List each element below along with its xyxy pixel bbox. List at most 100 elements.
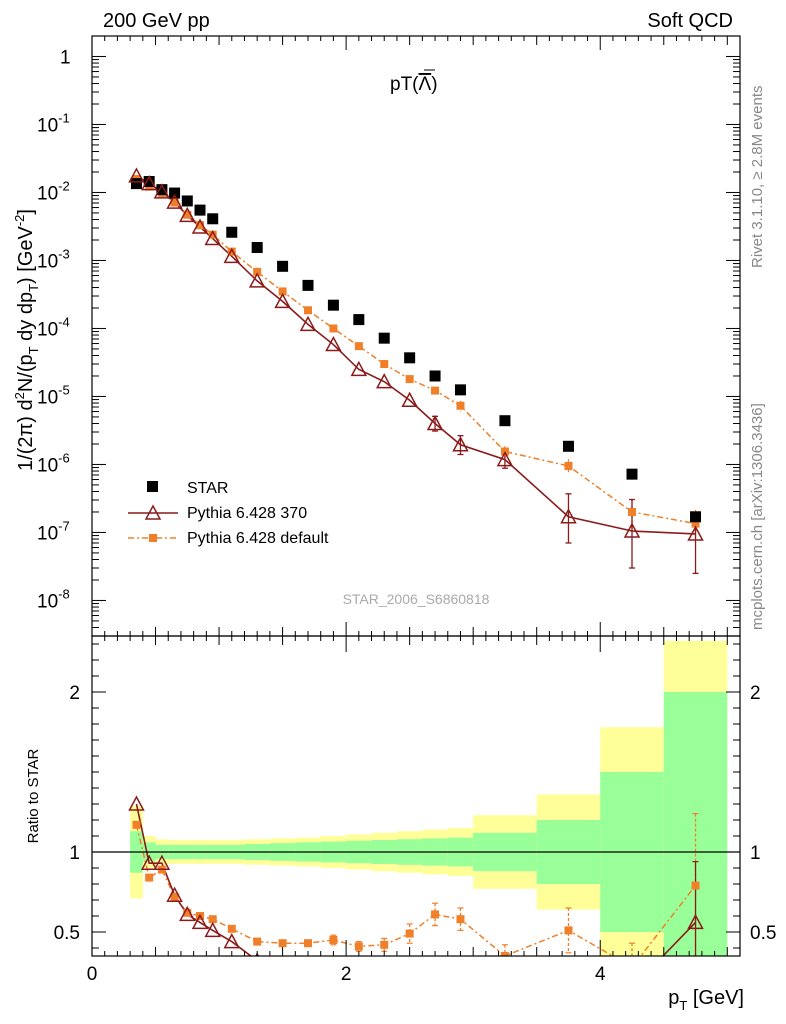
ratio-370-point [191,913,209,930]
star-point [169,187,181,199]
pythia370-point [560,508,577,524]
pythia370-point [128,167,145,183]
ratio-370-point [428,973,442,986]
x-axis-label: pT [GeV] [668,987,744,1013]
star-point [499,415,511,427]
default-point [208,230,217,239]
ratio-xtick-label: 4 [595,964,606,985]
star-point [690,511,702,523]
ratio-370-point [128,795,145,811]
legend-370-marker [144,504,162,520]
star-point [429,370,441,382]
star-point [454,384,466,396]
default-point [380,360,389,369]
default-point [227,247,236,256]
pythia370-point [153,183,171,199]
default-point [691,519,700,528]
star-point [302,279,314,291]
default-point [304,306,312,315]
ratio-xtick-label: 0 [87,964,98,985]
ratio-370-point [179,905,196,922]
legend-star-label: STAR [187,480,228,497]
pythia370-point [325,335,342,352]
pythia370-point [299,315,317,332]
main-plot-area [128,167,704,575]
ratio-370-point [687,913,704,930]
pythia370-point [375,373,393,389]
legend-370-label: Pythia 6.428 370 [187,505,307,522]
default-line [136,178,696,525]
pythia370-point [496,450,514,467]
default-point [196,221,204,230]
default-point [183,210,192,219]
main-ytick-label: 10-3 [37,246,70,272]
default-point [170,198,179,207]
legend-default-label: Pythia 6.428 default [187,530,329,547]
plot-title: pT(Λ) [390,74,438,95]
pythia370-point [179,206,196,223]
ratio-370-point [204,921,221,938]
mcplots-label: mcplots.cern.ch [arXiv:1306.3436] [749,403,766,630]
pythia370-point [140,175,158,191]
ratio-default-point [304,939,312,948]
star-point [626,468,638,480]
ratio-default-point [183,908,192,917]
ratio-plot-area [128,795,704,1004]
ratio-370-point [326,963,340,976]
ratio-default-point [278,939,287,948]
ratio-ytick-label: 1 [69,843,80,864]
star-point [194,204,206,216]
main-ytick-label: 10-8 [37,586,70,612]
ratio-default-point [500,952,509,956]
pythia370-point [204,229,221,246]
ratio-xtick-label: 2 [341,964,352,985]
star-point [327,299,339,311]
main-panel: 10-810-710-610-510-410-310-210-11 pT(Λ) … [12,35,741,637]
rivet-label: Rivet 3.1.10, ≥ 2.8M events [749,86,766,269]
main-ytick-label: 10-2 [37,178,70,204]
ratio-default-point [405,929,414,938]
main-ytick-label: 10-5 [37,382,70,408]
default-point [278,287,287,296]
ratio-ytick-label-right: 0.5 [750,923,776,944]
ratio-default-point [227,924,236,933]
ratio-default-point [456,915,465,924]
ratio-370-point [282,955,283,956]
main-ytick-label: 10-4 [37,314,70,340]
pythia370-point [350,360,368,377]
ratio-default-point [253,937,262,946]
ratio-ticks: 0.5 0.5 1 1 2 2 0 2 4 [54,636,776,985]
legend: STAR Pythia 6.428 370 Pythia 6.428 defau… [128,480,329,547]
pythia370-point [274,292,291,309]
main-ytick-label: 10-1 [37,110,70,136]
default-point [431,386,440,395]
legend-star-marker [147,481,158,492]
star-point [226,226,238,238]
ratio-default-point [145,873,154,882]
ratio-ytick-label: 0.5 [54,923,80,944]
ratio-370-point [301,962,315,975]
ratio-default-point [691,881,700,890]
star-point [378,332,390,344]
main-ytick-label: 1 [60,47,71,68]
default-point [628,507,636,516]
default-point [564,461,573,470]
star-point [156,184,168,196]
header-right: Soft QCD [647,10,733,32]
main-ytick-label: 10-7 [37,518,70,544]
default-point [405,375,414,384]
ratio-ylabel: Ratio to STAR [25,748,42,843]
default-point [354,342,363,351]
legend-default-marker [149,534,157,542]
ratio-ytick-label-right: 2 [750,683,761,704]
ratio-370-point [403,967,417,980]
ratio-370-point [561,991,575,1004]
ratio-370-point [453,979,467,992]
main-ticks: 10-8 10-7 10-6 10-5 10-4 10-3 10-2 10-1 1 [37,36,740,637]
star-point [404,352,416,364]
ratio-370-point [166,886,183,902]
ratio-default-point [132,820,141,829]
star-point [207,213,219,225]
star-point [181,195,193,207]
